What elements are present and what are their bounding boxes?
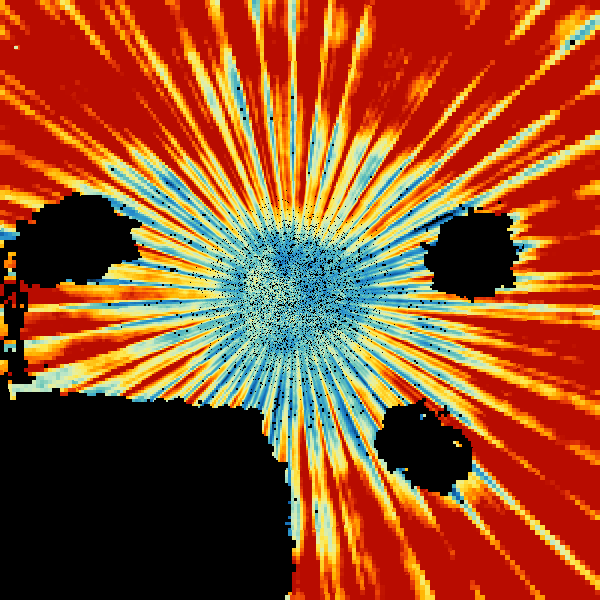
radar-image-viewport bbox=[0, 0, 600, 600]
radar-reflectivity-heatmap bbox=[0, 0, 600, 600]
